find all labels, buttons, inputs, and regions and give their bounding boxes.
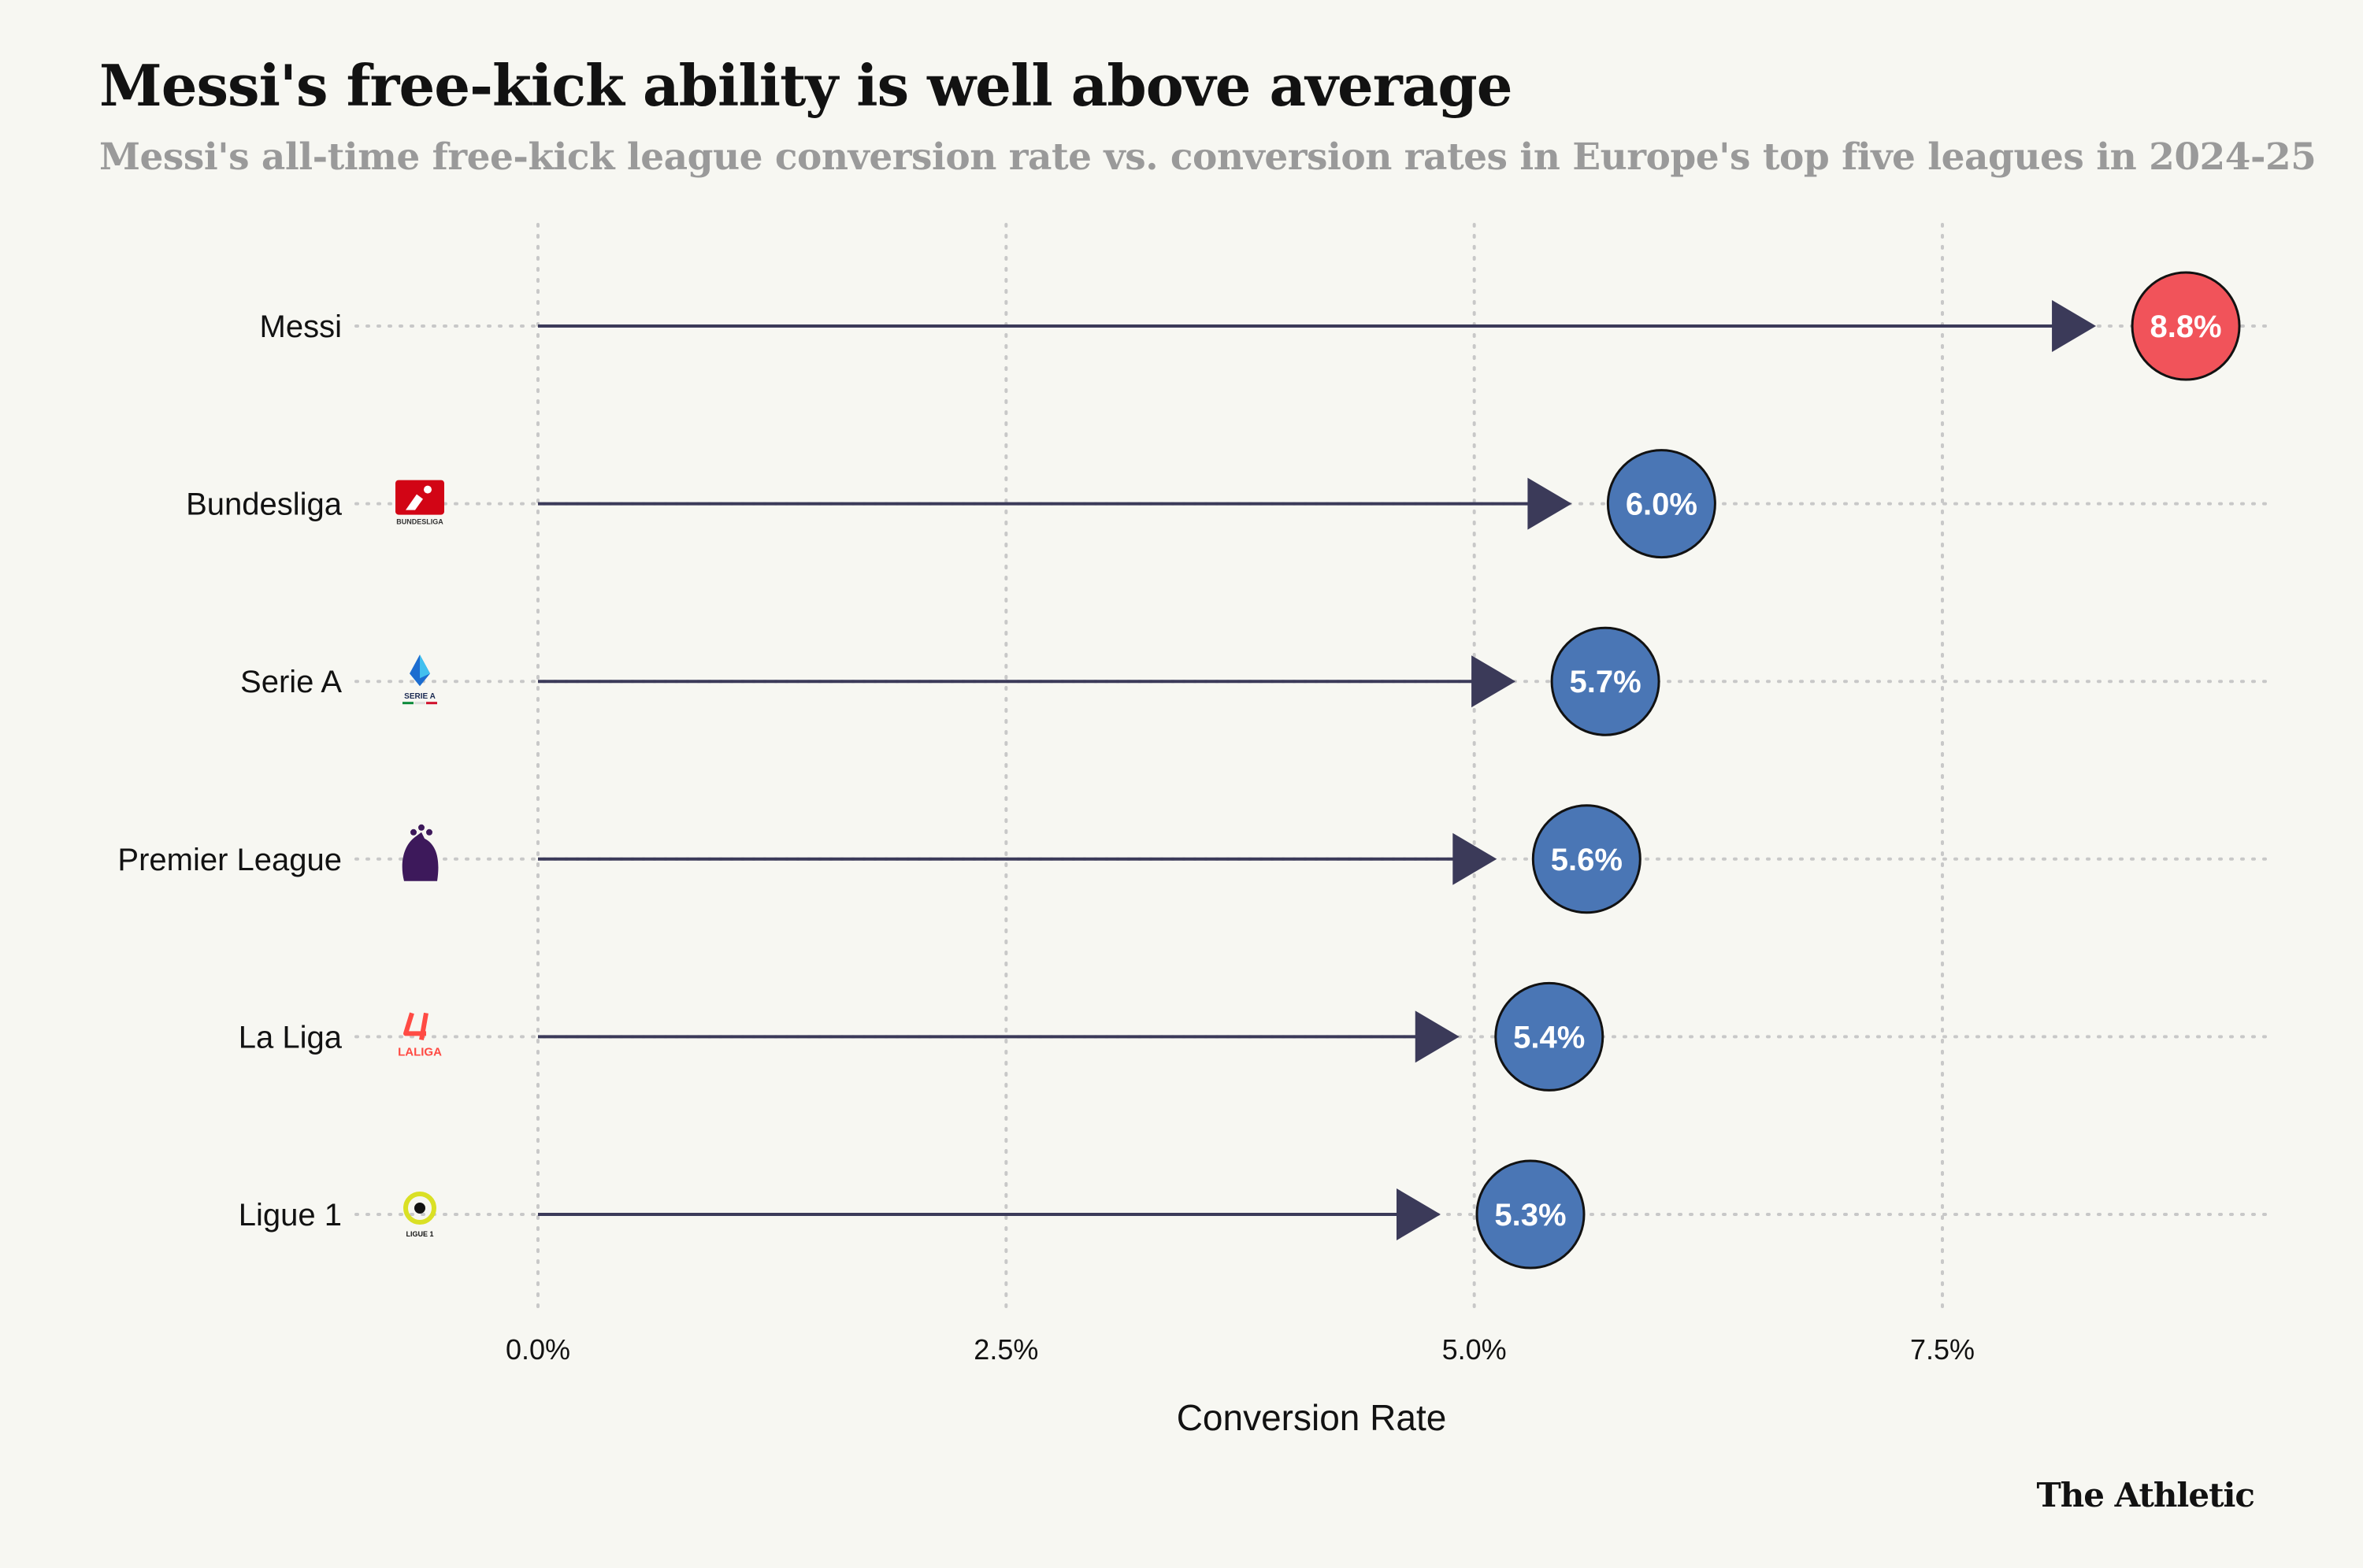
- value-label: 5.7%: [1569, 665, 1641, 699]
- ligue-1-logo: LIGUE 1: [403, 1192, 436, 1238]
- logo-shape: [424, 485, 432, 494]
- arrow-head: [1396, 1188, 1441, 1240]
- data-row: Ligue 1 LIGUE 1 5.3%: [239, 1159, 2267, 1270]
- category-label: Messi: [260, 310, 342, 344]
- x-tick-label: 2.5%: [974, 1333, 1038, 1366]
- category-label: Ligue 1: [239, 1198, 342, 1233]
- brand-logo: The Athletic: [2036, 1476, 2255, 1514]
- chart-rows: Messi 8.8% Bundesliga BUNDESLIGA 6.0% Serie A…: [117, 271, 2267, 1270]
- logo-shape: [418, 824, 425, 831]
- category-label: Serie A: [240, 665, 342, 699]
- data-row: Premier League 5.6%: [117, 804, 2267, 914]
- value-dot: [2131, 271, 2241, 381]
- logo-shape: [406, 494, 423, 510]
- category-label: La Liga: [239, 1020, 343, 1055]
- x-axis-ticks: 0.0% 2.5% 5.0% 7.5%: [506, 1333, 1975, 1366]
- value-label: 5.3%: [1494, 1198, 1566, 1233]
- value-dot: [1494, 981, 1604, 1092]
- x-tick-label: 7.5%: [1910, 1333, 1975, 1366]
- chart-title: Messi's free-kick ability is well above …: [99, 52, 1512, 119]
- x-axis-title: Conversion Rate: [1177, 1397, 1447, 1438]
- arrow-head: [1415, 1010, 1460, 1063]
- arrow-head: [1452, 832, 1497, 885]
- logo-caption: SERIE A: [404, 692, 436, 701]
- data-row: Serie A SERIE A 5.7%: [240, 626, 2267, 736]
- logo-shape: [403, 1012, 426, 1036]
- logo-caption: LIGUE 1: [406, 1230, 433, 1238]
- category-label: Premier League: [117, 843, 342, 877]
- bundesliga-logo: BUNDESLIGA: [395, 480, 444, 526]
- value-dot: [1606, 449, 1716, 559]
- value-label: 6.0%: [1626, 487, 1697, 522]
- arrow-head: [1471, 655, 1516, 708]
- data-row: La Liga LALIGA 5.4%: [239, 981, 2267, 1092]
- chart-subtitle: Messi's all-time free-kick league conver…: [99, 135, 2317, 179]
- logo-shape: [420, 654, 430, 679]
- logo-shape: [426, 828, 432, 836]
- x-tick-label: 5.0%: [1442, 1333, 1507, 1366]
- serie-a-logo: SERIE A: [402, 654, 437, 705]
- arrow-head: [2052, 300, 2097, 352]
- data-row: Messi 8.8%: [260, 271, 2267, 381]
- value-label: 5.6%: [1551, 843, 1623, 877]
- arrow-head: [1527, 477, 1572, 530]
- value-label: 8.8%: [2150, 310, 2221, 344]
- data-row: Bundesliga BUNDESLIGA 6.0%: [186, 449, 2267, 559]
- logo-shape: [403, 1192, 436, 1225]
- value-dot: [1475, 1159, 1586, 1270]
- logo-shape: [402, 702, 414, 705]
- logo-shape: [402, 832, 439, 881]
- premier-league-logo: [402, 824, 439, 881]
- x-tick-label: 0.0%: [506, 1333, 570, 1366]
- logo-shape: [426, 702, 437, 705]
- logo-shape: [410, 828, 417, 836]
- logo-caption: LALIGA: [398, 1045, 442, 1058]
- value-label: 5.4%: [1513, 1020, 1585, 1055]
- value-dot: [1550, 626, 1660, 736]
- logo-shape: [414, 702, 425, 705]
- logo-caption: BUNDESLIGA: [396, 518, 443, 526]
- gridlines: [536, 223, 1944, 1309]
- value-dot: [1531, 804, 1641, 914]
- logo-shape: [419, 1012, 428, 1040]
- logo-shape: [414, 1203, 425, 1214]
- la-liga-logo: LALIGA: [398, 1012, 442, 1058]
- category-label: Bundesliga: [186, 487, 343, 522]
